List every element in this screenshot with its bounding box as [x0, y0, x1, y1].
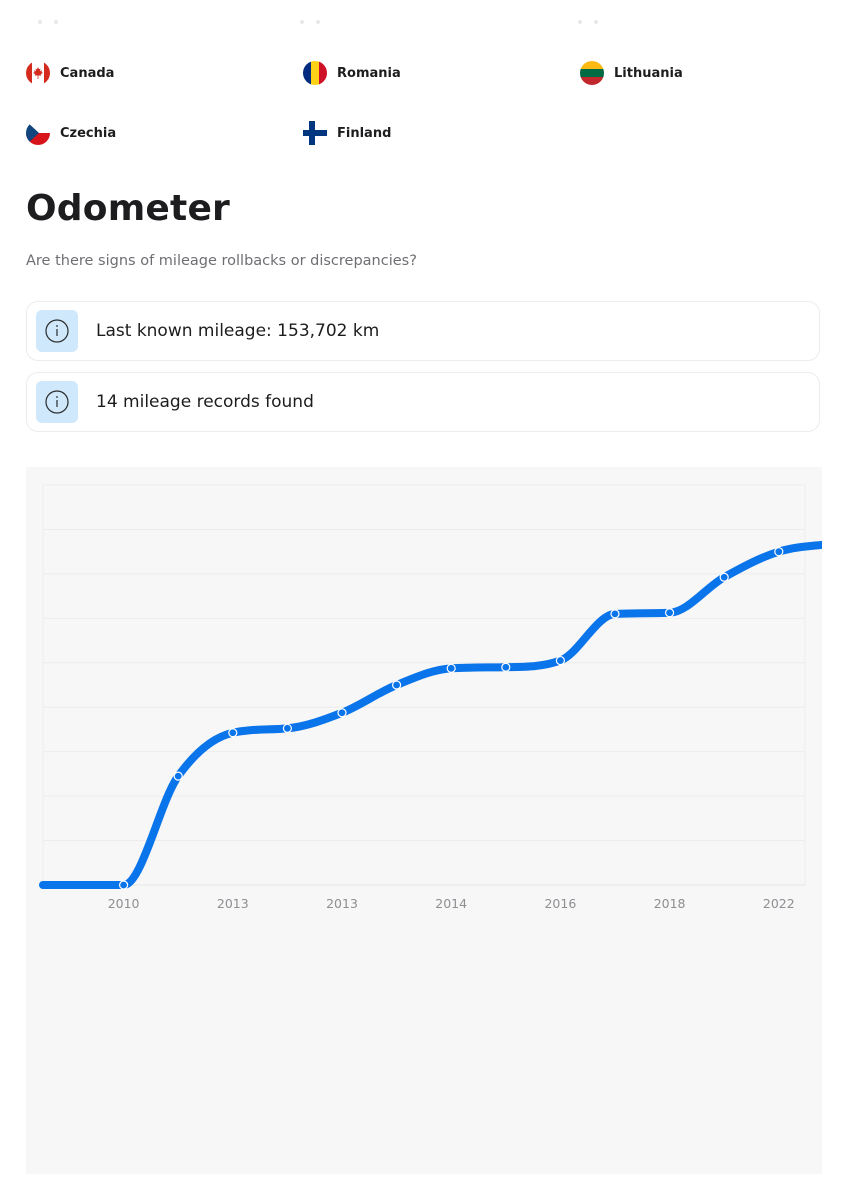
clipped-flag-icon	[36, 20, 62, 26]
country-name: Romania	[337, 65, 401, 81]
data-point	[610, 609, 620, 619]
country-item-finland: Finland	[303, 118, 580, 148]
data-point	[337, 708, 347, 718]
x-tick-label: 2022	[763, 896, 795, 911]
country-name: Finland	[337, 125, 392, 141]
data-point	[282, 723, 292, 733]
x-tick-label: 2018	[654, 896, 686, 911]
country-item-canada: Canada	[26, 58, 303, 88]
country-name: Czechia	[60, 125, 117, 141]
finland-flag-icon	[303, 121, 327, 145]
data-point	[555, 655, 566, 666]
country-name: Lithuania	[614, 65, 683, 81]
mileage-records-text: 14 mileage records found	[96, 392, 314, 412]
data-point	[501, 662, 511, 672]
clipped-flag-icon	[576, 20, 602, 26]
country-list: Canada Romania Lithuania Czechia Finland	[26, 58, 822, 148]
data-point	[118, 880, 129, 890]
data-point	[228, 728, 238, 738]
last-mileage-card: Last known mileage: 153,702 km	[26, 301, 820, 361]
country-name: Canada	[60, 65, 115, 81]
country-item-romania: Romania	[303, 58, 580, 88]
romania-flag-icon	[303, 61, 327, 85]
country-item-lithuania: Lithuania	[580, 58, 822, 88]
plot-area	[42, 484, 806, 886]
last-mileage-text: Last known mileage: 153,702 km	[96, 321, 380, 341]
data-point	[719, 572, 729, 582]
clipped-previous-row	[0, 0, 848, 30]
canada-flag-icon	[26, 61, 50, 85]
mileage-records-card: 14 mileage records found	[26, 372, 820, 432]
odometer-chart: 2010 2013 2013 2014 2016 2018 2022	[39, 484, 822, 911]
x-tick-label: 2013	[217, 896, 249, 911]
odometer-subtitle: Are there signs of mileage rollbacks or …	[26, 253, 417, 269]
x-tick-label: 2010	[108, 896, 140, 911]
x-tick-label: 2014	[435, 896, 467, 911]
odometer-title: Odometer	[26, 188, 231, 229]
info-badge	[36, 310, 78, 352]
lithuania-flag-icon	[580, 61, 604, 85]
info-icon	[45, 319, 69, 343]
clipped-flag-icon	[298, 20, 324, 26]
info-icon	[45, 390, 69, 414]
data-point	[446, 663, 456, 673]
data-point	[173, 771, 183, 781]
country-item-czechia: Czechia	[26, 118, 303, 148]
czechia-flag-icon	[26, 121, 50, 145]
data-point	[392, 680, 402, 690]
odometer-chart-panel: 2010 2013 2013 2014 2016 2018 2022	[26, 467, 822, 1174]
info-badge	[36, 381, 78, 423]
x-tick-label: 2016	[544, 896, 576, 911]
data-point	[664, 608, 675, 618]
x-tick-label: 2013	[326, 896, 358, 911]
data-point	[774, 547, 784, 557]
